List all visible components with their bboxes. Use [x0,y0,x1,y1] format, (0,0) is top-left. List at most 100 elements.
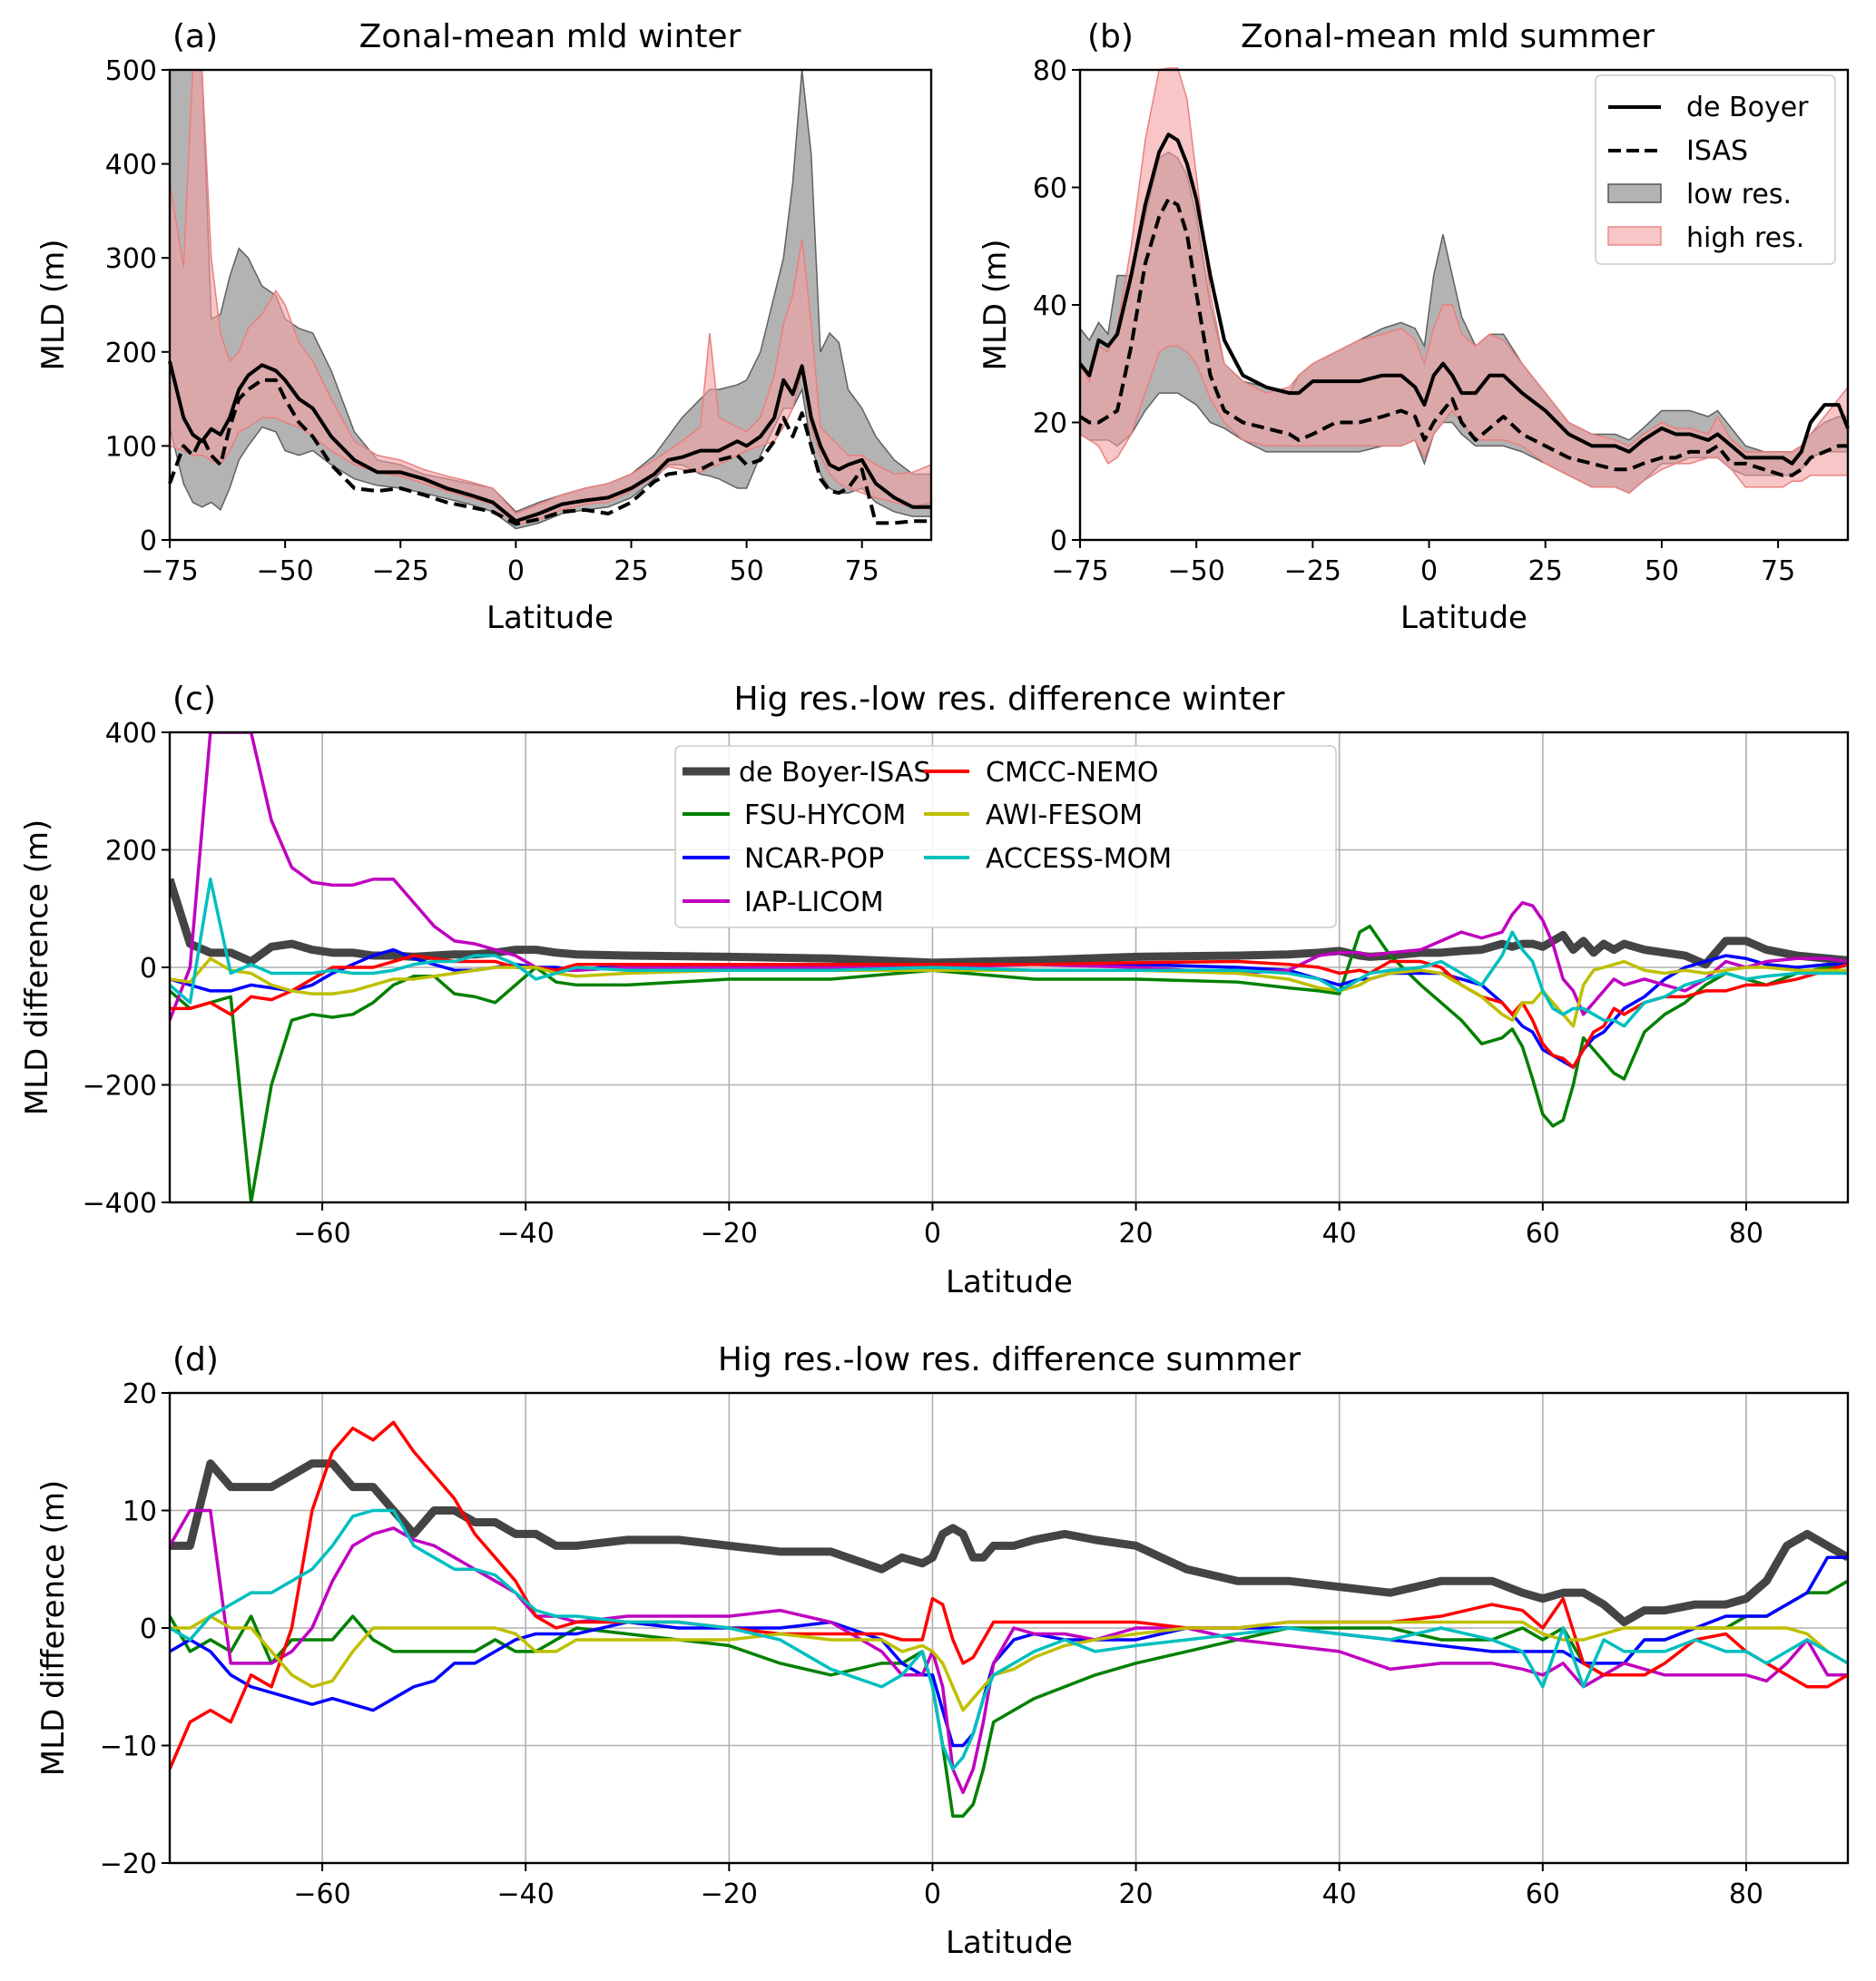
series-line-cmcc-nemo [170,1420,1848,1770]
legend-label-high-res: high res. [1686,222,1804,254]
series-line-iap-licom [170,1508,1848,1795]
panel-a-title: Zonal-mean mld winter [359,18,742,55]
legend-label-iap-licom: IAP-LICOM [744,887,884,918]
panel-c-title: Hig res.-low res. difference winter [734,681,1285,718]
legend-label-de-boyer: de Boyer [1686,92,1809,123]
panel-a-y-axis-label: MLD (m) [35,240,72,371]
x-tick-label: −20 [701,1878,758,1910]
panel-a-x-axis-label: Latitude [486,600,614,636]
panel-b-x-axis-label: Latitude [1400,600,1527,636]
y-tick-label: −10 [100,1731,157,1763]
series-line-isas [168,378,931,526]
panel-c-y-ticks: −400 −200 0 200 400 [83,718,170,1220]
series-line-iap-licom [170,732,1848,1021]
x-tick-label: 75 [845,555,879,587]
y-tick-label: 0 [140,525,157,557]
x-tick-label: 0 [1420,555,1438,587]
y-tick-label: 60 [1033,173,1067,205]
panel-c-x-axis-label: Latitude [946,1264,1073,1300]
x-tick-label: −75 [1051,555,1108,587]
legend-box [674,745,1337,928]
y-tick-label: 40 [1033,290,1067,322]
legend-label-isas: ISAS [1686,135,1748,167]
x-tick-label: −60 [293,1878,350,1910]
panel-c-label: (c) [172,681,216,718]
panel-a-winter-mld: −75 −50 −25 0 25 50 75 0 100 200 300 400 500 (a) Zo… [35,18,933,636]
panel-d-y-ticks: −20 −10 0 10 20 [100,1378,170,1880]
y-tick-label: 20 [1033,408,1067,440]
legend-label-cmcc-nemo: CMCC-NEMO [986,757,1158,789]
x-tick-label: −50 [256,555,313,587]
panel-b-label: (b) [1087,18,1134,55]
x-tick-label: 0 [924,1218,941,1250]
y-tick-label: 500 [105,55,157,87]
panel-d-x-ticks: −60 −40 −20 0 20 40 60 80 [293,1863,1763,1910]
y-tick-label: 10 [123,1496,157,1528]
y-tick-label: 80 [1033,55,1067,87]
legend-label-low-res: low res. [1686,179,1792,211]
x-tick-label: −50 [1168,555,1225,587]
y-tick-label: 400 [105,718,157,750]
series-line-awi-fesom [170,1614,1848,1712]
panel-c-legend: de Boyer-ISAS FSU-HYCOM NCAR-POP IAP-LIC… [674,745,1337,928]
series-line-cmcc-nemo [170,954,1848,1069]
y-tick-label: 20 [123,1378,157,1410]
series-line-ncar-pop [170,1555,1848,1748]
panel-a-frame [168,68,933,542]
panel-b-lines [1078,132,1850,477]
y-tick-label: 0 [140,1613,157,1645]
x-tick-label: −60 [293,1218,350,1250]
panel-c-lines [170,732,1848,1202]
x-tick-label: −40 [497,1218,555,1250]
series-line-de-boyer [1078,132,1850,466]
y-tick-label: 400 [105,150,157,181]
y-tick-label: 300 [105,243,157,275]
panel-c-y-axis-label: MLD difference (m) [19,819,55,1115]
y-tick-label: −200 [83,1071,157,1103]
series-line-de-boyer-isas [170,1459,1848,1627]
panel-d-summer-difference: −60 −40 −20 0 20 40 60 80 −20 −10 0 10 20 (d) Hig r… [35,1341,1850,1961]
y-tick-label: 0 [1050,525,1067,557]
y-tick-label: −400 [83,1188,157,1220]
x-tick-label: 60 [1526,1878,1560,1910]
series-line-fsu-hycom [170,924,1848,1202]
panel-d-lines [170,1420,1848,1818]
panel-b-y-ticks: 0 20 40 60 80 [1033,55,1080,557]
series-line-access-mom [170,878,1848,1028]
x-tick-label: 75 [1761,555,1795,587]
legend-label-ncar-pop: NCAR-POP [744,843,884,875]
x-tick-label: 50 [1645,555,1679,587]
y-tick-label: 200 [105,836,157,868]
legend-box [1595,74,1836,265]
series-line-access-mom [170,1508,1848,1771]
x-tick-label: −25 [372,555,429,587]
x-tick-label: −75 [141,555,198,587]
y-tick-label: −20 [100,1849,157,1880]
x-tick-label: 40 [1322,1878,1357,1910]
legend-swatch-low-res [1607,183,1662,203]
y-tick-label: 100 [105,431,157,463]
x-tick-label: −20 [701,1218,758,1250]
panel-b-legend: de Boyer ISAS low res. high res. [1595,74,1836,265]
x-tick-label: 40 [1322,1218,1357,1250]
panel-a-label: (a) [172,18,218,55]
panel-d-y-axis-label: MLD difference (m) [35,1480,72,1776]
y-tick-label: 0 [140,953,157,985]
x-tick-label: 20 [1118,1218,1153,1250]
x-tick-label: 0 [507,555,525,587]
x-tick-label: 80 [1729,1218,1763,1250]
panel-a-y-ticks: 0 100 200 300 400 500 [105,55,170,557]
x-tick-label: 20 [1118,1878,1153,1910]
panel-b-summer-mld: −75 −50 −25 0 25 50 75 0 20 40 60 80 (b) Zonal-mea… [977,18,1850,636]
panel-a-lines [168,360,931,526]
panel-b-x-ticks: −75 −50 −25 0 25 50 75 [1051,540,1795,587]
panel-b-y-axis-label: MLD (m) [977,240,1014,371]
x-tick-label: 60 [1526,1218,1560,1250]
panel-d-title: Hig res.-low res. difference summer [718,1341,1301,1378]
panel-d-x-axis-label: Latitude [946,1925,1073,1961]
y-tick-label: 200 [105,338,157,369]
x-tick-label: 0 [924,1878,941,1910]
legend-label-access-mom: ACCESS-MOM [986,843,1172,875]
